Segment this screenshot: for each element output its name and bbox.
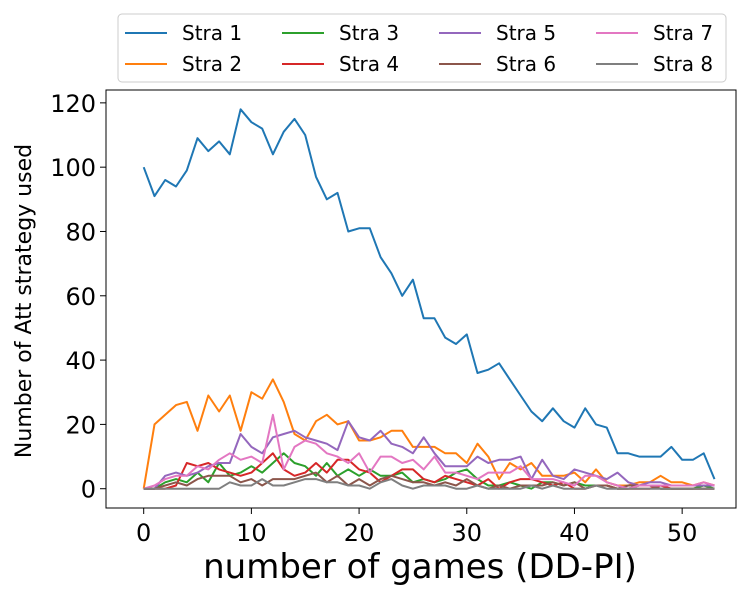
- y-axis: 0 20 40 60 80 100 120: [50, 90, 106, 504]
- plot-frame: [105, 89, 737, 509]
- y-tick-label: 120: [50, 90, 96, 118]
- legend-frame: [117, 13, 727, 83]
- legend-label-stra-1: Stra 1: [182, 21, 242, 45]
- legend: Stra 1 Stra 2 Stra 3 Stra 4 Stra 5 Stra 6 Stra…: [117, 13, 727, 83]
- plot-lines: [142, 108, 716, 490]
- legend-label-stra-5: Stra 5: [496, 21, 556, 45]
- legend-label-stra-3: Stra 3: [339, 21, 399, 45]
- legend-label-stra-8: Stra 8: [653, 52, 713, 76]
- legend-label-stra-4: Stra 4: [339, 52, 399, 76]
- y-tick-label: 100: [50, 154, 96, 182]
- legend-label-stra-2: Stra 2: [182, 52, 242, 76]
- series-line-stra-5: [143, 420, 715, 490]
- series-line-stra-7: [143, 413, 715, 490]
- x-tick-label: 30: [451, 519, 482, 547]
- y-tick-label: 80: [65, 218, 96, 246]
- legend-label-stra-7: Stra 7: [653, 21, 713, 45]
- y-tick-label: 40: [65, 347, 96, 375]
- x-axis-label: number of games (DD-PI): [203, 547, 637, 587]
- series-line-stra-8: [143, 478, 715, 490]
- y-tick-label: 60: [65, 283, 96, 311]
- x-axis: 0 10 20 30 40 50: [136, 508, 697, 547]
- x-tick-label: 50: [667, 519, 698, 547]
- x-tick-label: 0: [136, 519, 151, 547]
- legend-label-stra-6: Stra 6: [496, 52, 556, 76]
- y-axis-label: Number of Att strategy used: [12, 144, 37, 458]
- series-line-stra-1: [142, 108, 716, 480]
- y-tick-label: 0: [81, 476, 96, 504]
- x-tick-label: 40: [559, 519, 590, 547]
- y-tick-label: 20: [65, 411, 96, 439]
- x-tick-label: 10: [236, 519, 267, 547]
- x-tick-label: 20: [344, 519, 375, 547]
